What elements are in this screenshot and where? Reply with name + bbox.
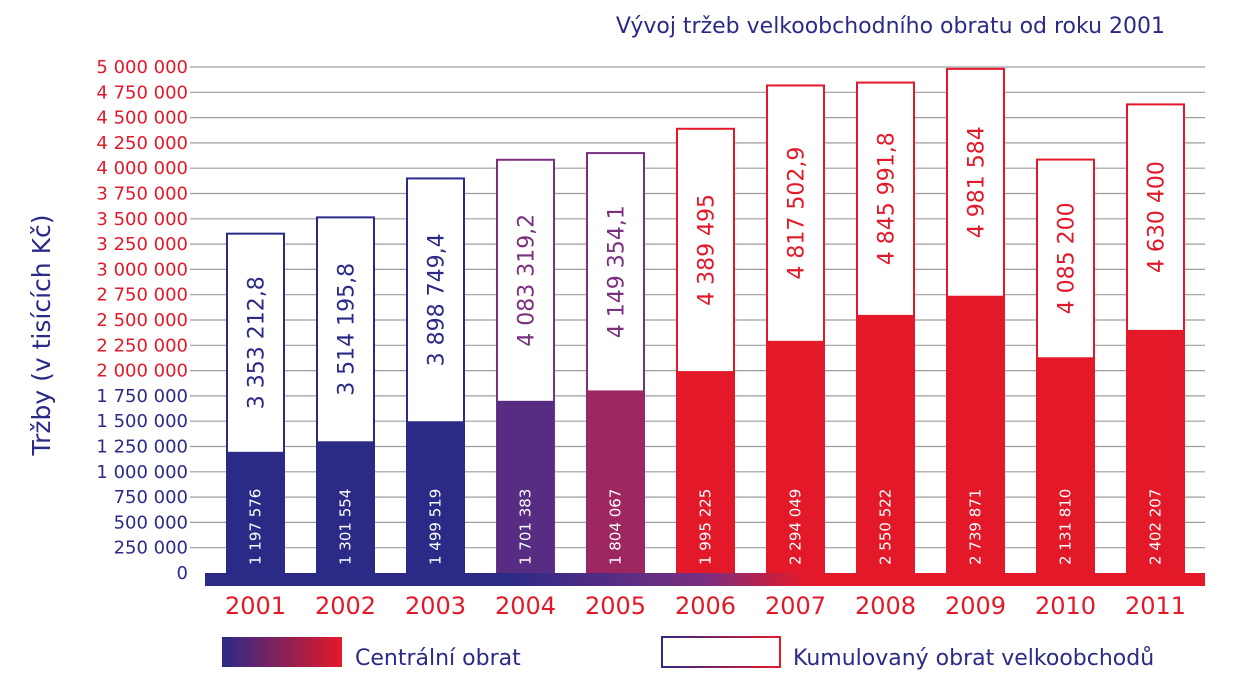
y-axis-ticks: 0 250 000 500 000 750 000 1 000 000 1 250 000…	[96, 57, 188, 584]
data-label-central: 2 739 871	[967, 489, 985, 565]
y-tick-label: 4 250 000	[96, 133, 188, 154]
data-label-cumulative: 4 630 400	[1145, 161, 1170, 273]
data-label-cumulative: 3 898 749,4	[425, 233, 450, 366]
x-tick-label: 2003	[405, 592, 466, 620]
data-label-central: 1 197 576	[247, 489, 265, 565]
data-label-cumulative: 4 149 354,1	[605, 205, 630, 338]
y-tick-label: 4 500 000	[96, 108, 188, 129]
y-tick-label: 1 750 000	[96, 386, 188, 407]
x-tick-label: 2001	[225, 592, 286, 620]
data-label-cumulative: 4 085 200	[1055, 202, 1080, 314]
data-label-cumulative: 4 389 495	[695, 194, 720, 306]
y-tick-label: 2 000 000	[96, 361, 188, 382]
bar-central	[677, 371, 734, 573]
data-label-cumulative: 3 514 195,8	[335, 263, 360, 396]
bar-central	[1127, 329, 1184, 573]
x-tick-label: 2011	[1125, 592, 1186, 620]
bar-central	[1037, 357, 1094, 573]
data-label-central: 1 804 067	[607, 489, 625, 565]
x-tick-label: 2006	[675, 592, 736, 620]
bar-central	[767, 340, 824, 573]
data-label-cumulative: 4 817 502,9	[785, 147, 810, 280]
data-label-cumulative: 4 981 584	[965, 126, 990, 238]
x-tick-label: 2008	[855, 592, 916, 620]
y-tick-label: 250 000	[114, 538, 188, 559]
x-tick-label: 2002	[315, 592, 376, 620]
x-axis-baseline	[205, 573, 1205, 586]
data-label-central: 2 294 049	[787, 489, 805, 565]
y-tick-label: 1 000 000	[96, 462, 188, 483]
x-tick-label: 2004	[495, 592, 556, 620]
bar-central	[857, 314, 914, 573]
y-tick-label: 4 000 000	[96, 158, 188, 179]
y-tick-label: 2 750 000	[96, 285, 188, 306]
data-label-cumulative: 4 083 319,2	[515, 214, 540, 347]
y-tick-label: 2 250 000	[96, 335, 188, 356]
y-tick-label: 3 750 000	[96, 184, 188, 205]
data-label-cumulative: 4 845 991,8	[875, 132, 900, 265]
bar-central	[497, 400, 554, 573]
y-tick-label: 1 500 000	[96, 411, 188, 432]
data-label-central: 2 550 522	[877, 489, 895, 565]
y-tick-label: 4 750 000	[96, 82, 188, 103]
y-tick-label: 2 500 000	[96, 310, 188, 331]
y-tick-label: 750 000	[114, 487, 188, 508]
legend-swatch-central	[222, 637, 342, 667]
bar-central	[407, 421, 464, 573]
data-label-central: 2 402 207	[1147, 489, 1165, 565]
x-axis-ticks: 2001 2002 2003 2004 2005 2006 2007 2008 2009 2010…	[225, 592, 1186, 620]
bar-central	[947, 295, 1004, 573]
y-tick-label: 1 250 000	[96, 437, 188, 458]
legend-label-central: Centrální obrat	[355, 646, 521, 671]
x-tick-label: 2010	[1035, 592, 1096, 620]
data-label-central: 1 301 554	[337, 489, 355, 565]
legend-label-cumulative: Kumulovaný obrat velkoobchodů	[793, 646, 1154, 671]
y-tick-label: 3 500 000	[96, 209, 188, 230]
y-tick-label: 3 000 000	[96, 259, 188, 280]
y-tick-label: 5 000 000	[96, 57, 188, 78]
x-tick-label: 2009	[945, 592, 1006, 620]
chart-title: Vývoj tržeb velkoobchodního obratu od ro…	[616, 14, 1165, 39]
bar-central	[317, 441, 374, 573]
bars: 3 353 212,8 1 197 576 3 514 195,8 1 301 554…	[226, 67, 1185, 575]
y-tick-label: 3 250 000	[96, 234, 188, 255]
bar-central	[587, 390, 644, 573]
data-label-central: 1 701 383	[517, 489, 535, 565]
bar-central	[227, 451, 284, 573]
data-label-cumulative: 3 353 212,8	[245, 276, 270, 409]
legend: Centrální obrat Kumulovaný obrat velkoob…	[222, 636, 1154, 671]
data-label-central: 1 995 225	[697, 489, 715, 565]
x-tick-label: 2007	[765, 592, 826, 620]
data-label-central: 2 131 810	[1057, 489, 1075, 565]
y-axis-label: Tržby (v tisících Kč)	[27, 215, 56, 457]
y-tick-label: 500 000	[114, 512, 188, 533]
data-label-central: 1 499 519	[427, 489, 445, 565]
legend-swatch-cumulative	[661, 636, 781, 668]
y-tick-label: 0	[177, 563, 188, 584]
x-tick-label: 2005	[585, 592, 646, 620]
